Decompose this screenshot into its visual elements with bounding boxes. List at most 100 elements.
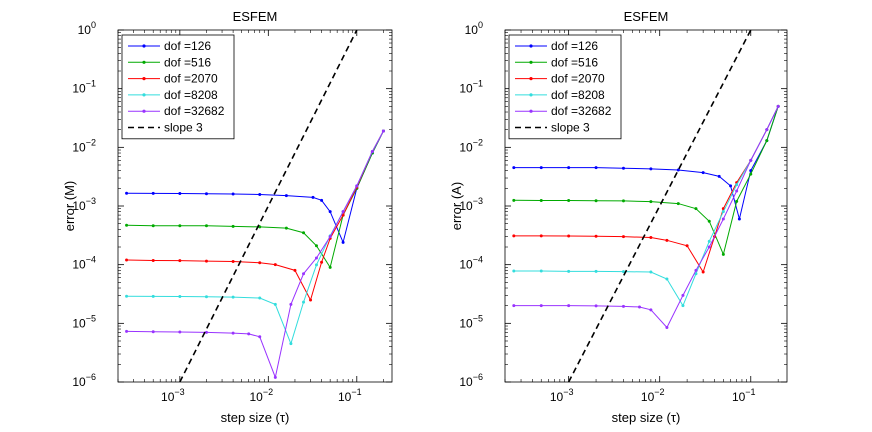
y-tick-label: 10−5 xyxy=(459,313,483,330)
data-point-dof-8208 xyxy=(594,269,598,273)
data-point-dof-2070 xyxy=(231,260,235,264)
data-point-dof-32682 xyxy=(151,330,155,334)
x-tick-label: 10−2 xyxy=(641,387,665,404)
data-point-dof-516 xyxy=(694,207,698,211)
data-point-dof-32682 xyxy=(381,129,385,133)
legend-label-slope-3: slope 3 xyxy=(164,121,203,135)
y-tick-label: 10−4 xyxy=(72,255,96,272)
data-point-dof-32682 xyxy=(665,325,669,329)
y-tick-label: 10−3 xyxy=(459,196,483,213)
data-point-dof-126 xyxy=(621,166,625,170)
series-line-dof-516 xyxy=(126,130,384,269)
data-point-dof-126 xyxy=(151,191,155,195)
data-point-dof-126 xyxy=(320,198,324,202)
data-point-dof-516 xyxy=(125,223,129,227)
data-point-dof-32682 xyxy=(721,217,725,221)
data-point-dof-126 xyxy=(717,174,721,178)
data-point-dof-32682 xyxy=(273,375,277,379)
x-tick-label: 10−1 xyxy=(338,387,362,404)
legend-label-dof-516: dof =516 xyxy=(164,55,211,69)
data-point-dof-2070 xyxy=(621,235,625,239)
data-point-dof-126 xyxy=(258,193,262,197)
data-point-dof-2070 xyxy=(594,234,598,238)
x-tick-label: 10−3 xyxy=(161,387,185,404)
legend-label-dof-32682: dof =32682 xyxy=(164,104,225,118)
data-point-dof-8208 xyxy=(125,294,129,298)
data-point-dof-8208 xyxy=(178,294,182,298)
data-point-dof-516 xyxy=(765,139,769,143)
data-point-dof-2070 xyxy=(341,213,345,217)
data-point-dof-32682 xyxy=(125,329,129,333)
legend-marker xyxy=(529,109,533,113)
x-axis-label: step size (τ) xyxy=(612,410,681,425)
data-point-dof-32682 xyxy=(539,304,543,308)
legend: dof =126 dof =516 dof =2070 dof =8208 dof =3… xyxy=(508,34,622,140)
data-point-dof-2070 xyxy=(125,258,129,262)
data-point-dof-32682 xyxy=(765,128,769,132)
series-line-dof-516 xyxy=(513,106,779,256)
series-line-dof-32682 xyxy=(126,130,384,380)
y-tick-label: 10−1 xyxy=(459,79,483,96)
data-point-dof-32682 xyxy=(638,305,642,309)
data-point-dof-516 xyxy=(749,172,753,176)
series-line-dof-2070 xyxy=(126,130,384,302)
legend-label-dof-2070: dof =2070 xyxy=(164,72,218,86)
legend-marker xyxy=(142,60,146,64)
data-point-dof-32682 xyxy=(681,293,685,297)
data-point-dof-126 xyxy=(676,168,680,172)
y-tick-label: 100 xyxy=(465,20,483,37)
plot-area xyxy=(125,30,385,382)
legend-marker xyxy=(142,77,146,81)
x-tick-label: 10−3 xyxy=(550,387,574,404)
y-tick-label: 10−2 xyxy=(72,137,96,154)
legend-marker xyxy=(529,44,533,48)
data-point-dof-32682 xyxy=(707,245,711,249)
data-point-dof-516 xyxy=(302,231,306,235)
data-point-dof-2070 xyxy=(178,259,182,263)
data-point-dof-516 xyxy=(707,219,711,223)
series-line-dof-126 xyxy=(126,130,384,244)
data-point-dof-32682 xyxy=(694,268,698,272)
data-point-dof-126 xyxy=(729,184,733,188)
y-axis-label: error (M) xyxy=(62,181,77,232)
data-point-dof-32682 xyxy=(370,149,374,153)
data-point-dof-32682 xyxy=(512,304,516,308)
data-point-dof-126 xyxy=(311,195,315,199)
y-axis-label: error (A) xyxy=(449,182,464,230)
data-point-dof-516 xyxy=(594,199,598,203)
chart-title: ESFEM xyxy=(233,9,278,24)
data-point-dof-516 xyxy=(512,198,516,202)
data-point-dof-2070 xyxy=(320,260,324,264)
data-point-dof-8208 xyxy=(512,269,516,273)
data-point-dof-8208 xyxy=(621,270,625,274)
legend-marker xyxy=(142,109,146,113)
data-point-dof-8208 xyxy=(567,269,571,273)
data-point-dof-8208 xyxy=(151,294,155,298)
legend-label-dof-8208: dof =8208 xyxy=(164,88,218,102)
x-tick-label: 10−1 xyxy=(732,387,756,404)
data-point-dof-8208 xyxy=(258,296,262,300)
data-point-dof-8208 xyxy=(735,183,739,187)
plot-area xyxy=(512,30,780,382)
data-point-dof-126 xyxy=(539,166,543,170)
legend-label-dof-516: dof =516 xyxy=(551,55,598,69)
y-tick-label: 10−6 xyxy=(72,372,96,389)
left-chart-error-m: 10−3 10−2 10−1 10−6 10−5 10−4 10−3 10−2 10−1 100 E… xyxy=(62,9,393,425)
data-point-dof-2070 xyxy=(649,236,653,240)
data-point-dof-2070 xyxy=(665,238,669,242)
data-point-dof-2070 xyxy=(273,263,277,267)
data-point-dof-8208 xyxy=(302,300,306,304)
data-point-dof-8208 xyxy=(273,302,277,306)
data-point-dof-126 xyxy=(328,210,332,214)
data-point-dof-2070 xyxy=(539,234,543,238)
data-point-dof-126 xyxy=(737,217,741,221)
data-point-dof-8208 xyxy=(721,210,725,214)
data-point-dof-8208 xyxy=(694,272,698,276)
data-point-dof-516 xyxy=(328,265,332,269)
data-point-dof-32682 xyxy=(749,158,753,162)
data-point-dof-516 xyxy=(721,252,725,256)
data-point-dof-32682 xyxy=(302,272,306,276)
data-point-dof-32682 xyxy=(247,332,251,336)
series-line-slope-3 xyxy=(567,30,752,382)
legend-label-dof-126: dof =126 xyxy=(164,39,211,53)
